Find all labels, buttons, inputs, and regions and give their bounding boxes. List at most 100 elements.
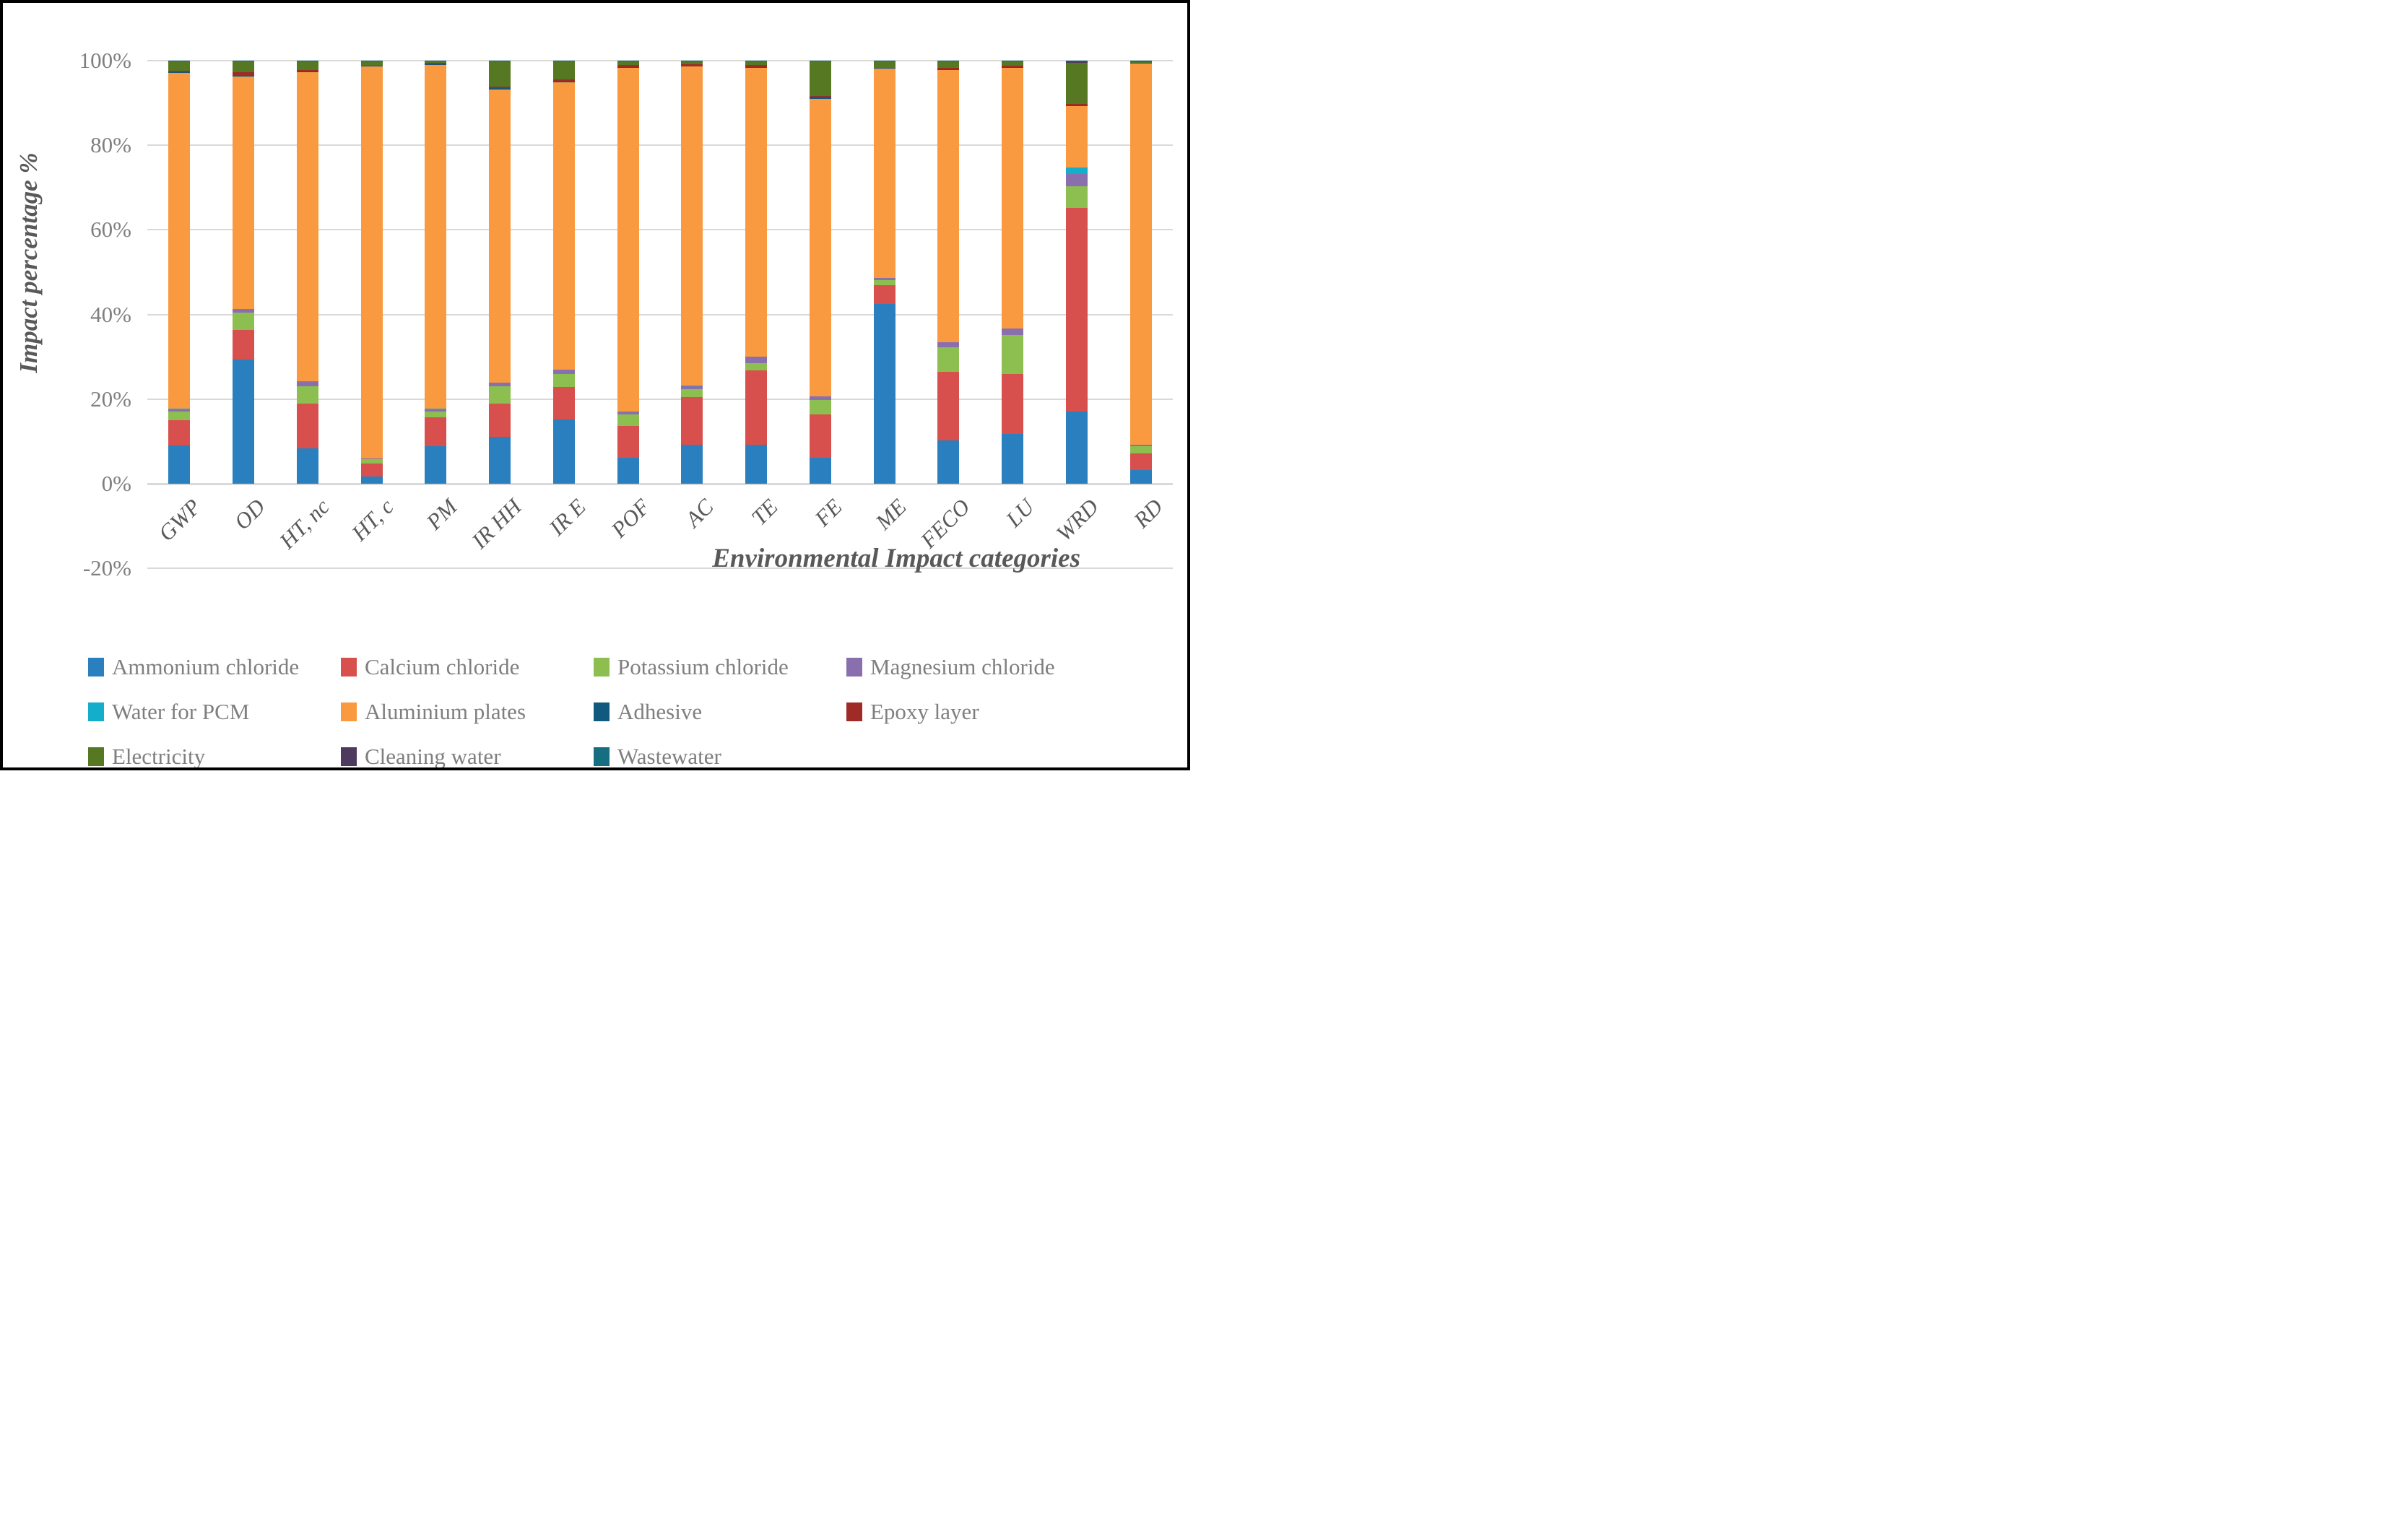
bar-slot-pof	[596, 61, 660, 484]
bar-segment	[233, 329, 255, 360]
bar-segment	[1129, 469, 1152, 484]
gridline	[147, 482, 1173, 485]
bar-segment	[809, 96, 831, 97]
legend-swatch-icon	[88, 747, 104, 766]
bar-segment	[745, 363, 768, 370]
bar-segment	[809, 457, 831, 484]
bar-segment	[809, 399, 831, 414]
bar-segment	[168, 411, 191, 420]
bar-segment	[873, 61, 895, 68]
bar-segment	[681, 397, 703, 445]
legend-swatch-icon	[846, 702, 862, 721]
bar-segment	[552, 370, 575, 374]
bar-segment	[425, 446, 447, 484]
bar-segment	[360, 61, 383, 66]
bar-segment	[681, 386, 703, 390]
bar-segment	[681, 64, 703, 66]
bar-segment	[873, 303, 895, 484]
bar-slot-ht-c	[339, 61, 404, 484]
stacked-bar	[937, 61, 960, 484]
bar-segment	[1129, 61, 1152, 63]
legend-swatch-icon	[594, 747, 610, 766]
bar-segment	[873, 68, 895, 69]
gridline	[147, 144, 1173, 147]
legend-label: Adhesive	[617, 699, 703, 724]
legend-label: Aluminium plates	[365, 699, 526, 724]
y-axis-title-text: Impact percentage %	[14, 152, 43, 373]
bar-segment	[552, 373, 575, 388]
bar-segment	[168, 71, 191, 73]
bar-stack-area	[147, 61, 1173, 484]
bar-segment	[617, 66, 639, 69]
bar-slot-ht-nc	[276, 61, 340, 484]
bar-segment	[681, 66, 703, 67]
bar-segment	[937, 68, 960, 70]
bar-segment	[1002, 334, 1024, 374]
legend-item: Aluminium plates	[341, 699, 594, 725]
bar-segment	[1129, 445, 1152, 447]
bar-segment	[1129, 453, 1152, 470]
bar-slot-fe	[789, 61, 853, 484]
bar-segment	[1065, 411, 1088, 484]
stacked-bar	[360, 61, 383, 484]
bar-segment	[552, 419, 575, 484]
bar-segment	[296, 381, 318, 386]
bar-segment	[1129, 446, 1152, 453]
bar-segment	[1065, 207, 1088, 412]
bar-segment	[233, 312, 255, 330]
bar-segment	[489, 88, 511, 90]
gridline	[147, 313, 1173, 316]
bar-segment	[1065, 103, 1088, 105]
legend-item: Cleaning water	[341, 744, 594, 767]
bar-segment	[873, 67, 895, 69]
bar-segment	[809, 396, 831, 400]
y-tick-label: 0%	[101, 470, 131, 496]
y-tick-label: 80%	[90, 132, 131, 158]
legend-label: Ammonium chloride	[112, 654, 300, 679]
bar-segment	[296, 386, 318, 404]
bar-segment	[1129, 63, 1152, 445]
bar-segment	[168, 409, 191, 412]
bar-segment	[296, 71, 318, 72]
bar-slot-ac	[660, 61, 724, 484]
bar-segment	[745, 61, 768, 66]
bar-segment	[489, 386, 511, 404]
stacked-bar	[809, 61, 831, 484]
gridline	[147, 229, 1173, 231]
gridline	[147, 60, 1173, 61]
legend-swatch-icon	[341, 658, 357, 677]
bar-segment	[425, 64, 447, 65]
bar-slot-ir-e	[532, 61, 597, 484]
bar-slot-gwp	[147, 61, 212, 484]
bar-segment	[1129, 62, 1152, 64]
bar-segment	[360, 458, 383, 464]
legend-swatch-icon	[341, 702, 357, 721]
bar-segment	[168, 445, 191, 484]
bar-segment	[360, 463, 383, 477]
bar-segment	[233, 309, 255, 313]
bar-segment	[360, 476, 383, 484]
bar-segment	[745, 67, 768, 357]
bar-segment	[489, 89, 511, 383]
stacked-bar	[233, 61, 255, 484]
bar-segment	[809, 96, 831, 99]
bar-segment	[937, 70, 960, 342]
legend-label: Electricity	[112, 744, 206, 769]
bar-segment	[296, 61, 318, 70]
bar-segment	[233, 71, 255, 76]
bar-segment	[168, 70, 191, 72]
bar-slot-te	[724, 61, 789, 484]
legend-swatch-icon	[88, 702, 104, 721]
stacked-bar	[1002, 61, 1024, 484]
bar-segment	[1002, 65, 1024, 68]
bar-segment	[617, 457, 639, 484]
legend-item: Wastewater	[594, 744, 846, 769]
legend-label: Wastewater	[617, 744, 721, 769]
bar-segment	[937, 440, 960, 484]
bar-segment	[1065, 186, 1088, 208]
bar-segment	[1002, 373, 1024, 435]
bar-segment	[360, 66, 383, 458]
y-tick-label: 40%	[90, 301, 131, 327]
bar-segment	[1065, 62, 1088, 104]
bar-segment	[937, 69, 960, 71]
